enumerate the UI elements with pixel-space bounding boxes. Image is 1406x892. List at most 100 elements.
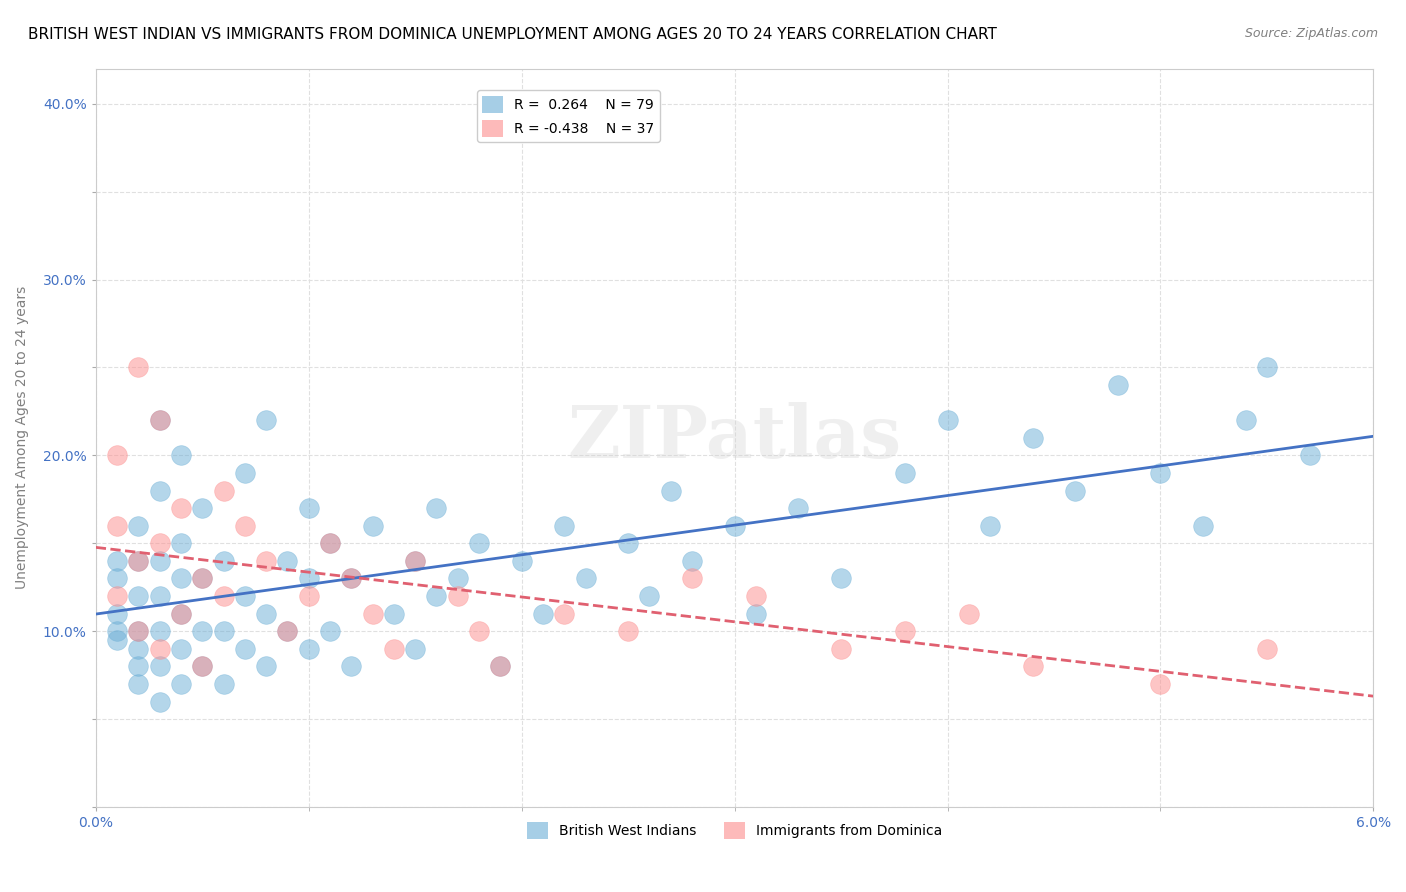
Point [382, 641, 405, 656]
Point [1149, 677, 1171, 691]
Text: ZIPatlas: ZIPatlas [568, 402, 901, 474]
Point [319, 536, 342, 550]
Point [233, 589, 256, 603]
Point [233, 466, 256, 480]
Point [105, 632, 128, 647]
Point [149, 624, 172, 639]
Point [553, 518, 575, 533]
Point [382, 607, 405, 621]
Point [127, 624, 149, 639]
Point [149, 589, 172, 603]
Point [170, 677, 193, 691]
Point [149, 413, 172, 427]
Point [723, 518, 745, 533]
Point [105, 607, 128, 621]
Text: BRITISH WEST INDIAN VS IMMIGRANTS FROM DOMINICA UNEMPLOYMENT AMONG AGES 20 TO 24: BRITISH WEST INDIAN VS IMMIGRANTS FROM D… [28, 27, 997, 42]
Point [361, 518, 384, 533]
Y-axis label: Unemployment Among Ages 20 to 24 years: Unemployment Among Ages 20 to 24 years [15, 286, 30, 590]
Point [510, 554, 533, 568]
Point [425, 501, 447, 516]
Point [191, 659, 214, 673]
Point [105, 554, 128, 568]
Point [553, 607, 575, 621]
Point [127, 518, 149, 533]
Point [1256, 360, 1278, 375]
Point [936, 413, 959, 427]
Point [404, 554, 426, 568]
Point [745, 589, 768, 603]
Point [170, 449, 193, 463]
Point [340, 571, 363, 585]
Point [745, 607, 768, 621]
Point [447, 571, 470, 585]
Point [979, 518, 1001, 533]
Point [298, 501, 321, 516]
Point [149, 641, 172, 656]
Point [170, 641, 193, 656]
Point [894, 466, 917, 480]
Point [254, 659, 277, 673]
Point [340, 659, 363, 673]
Point [170, 607, 193, 621]
Point [298, 589, 321, 603]
Point [191, 571, 214, 585]
Point [276, 624, 298, 639]
Point [830, 571, 852, 585]
Point [468, 536, 491, 550]
Point [105, 589, 128, 603]
Point [1022, 659, 1045, 673]
Point [1256, 641, 1278, 656]
Legend: British West Indians, Immigrants from Dominica: British West Indians, Immigrants from Do… [522, 816, 948, 845]
Point [254, 413, 277, 427]
Point [1149, 466, 1171, 480]
Point [149, 659, 172, 673]
Point [149, 554, 172, 568]
Point [1107, 378, 1129, 392]
Point [233, 518, 256, 533]
Point [361, 607, 384, 621]
Point [170, 607, 193, 621]
Point [489, 659, 512, 673]
Point [149, 413, 172, 427]
Point [489, 659, 512, 673]
Point [1064, 483, 1087, 498]
Point [149, 536, 172, 550]
Point [127, 554, 149, 568]
Point [617, 536, 640, 550]
Point [170, 501, 193, 516]
Point [212, 554, 235, 568]
Point [894, 624, 917, 639]
Point [191, 571, 214, 585]
Point [617, 624, 640, 639]
Point [404, 554, 426, 568]
Point [212, 677, 235, 691]
Point [787, 501, 810, 516]
Point [191, 501, 214, 516]
Point [319, 624, 342, 639]
Point [149, 694, 172, 708]
Point [1192, 518, 1215, 533]
Point [105, 571, 128, 585]
Point [127, 641, 149, 656]
Point [425, 589, 447, 603]
Point [127, 554, 149, 568]
Point [1022, 431, 1045, 445]
Point [298, 641, 321, 656]
Point [191, 659, 214, 673]
Point [1298, 449, 1320, 463]
Point [404, 641, 426, 656]
Point [254, 554, 277, 568]
Point [638, 589, 661, 603]
Point [170, 571, 193, 585]
Point [681, 571, 703, 585]
Point [531, 607, 554, 621]
Point [340, 571, 363, 585]
Text: Source: ZipAtlas.com: Source: ZipAtlas.com [1244, 27, 1378, 40]
Point [149, 483, 172, 498]
Point [659, 483, 682, 498]
Point [127, 360, 149, 375]
Point [276, 624, 298, 639]
Point [254, 607, 277, 621]
Point [212, 589, 235, 603]
Point [212, 624, 235, 639]
